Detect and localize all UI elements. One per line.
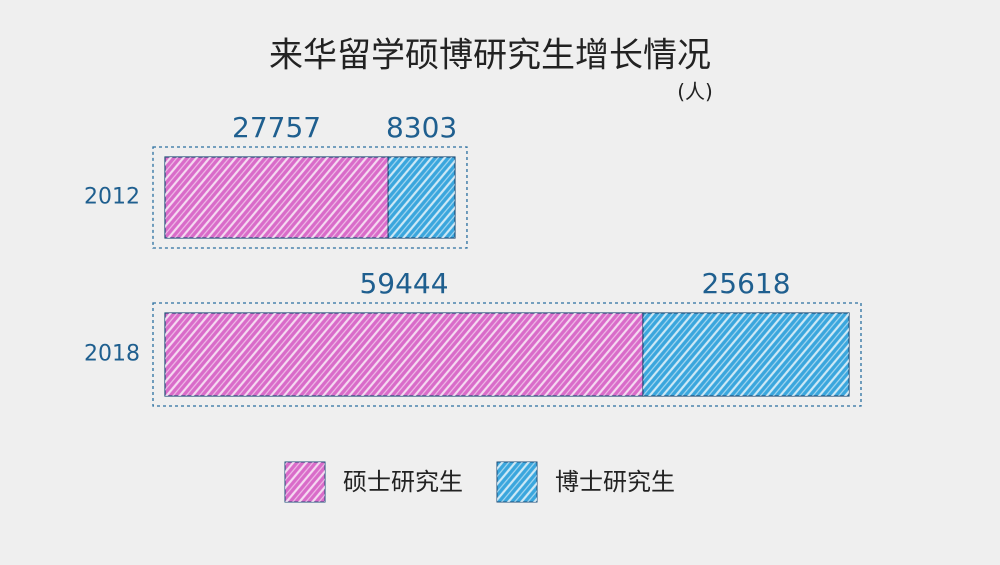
bar-hatch — [388, 157, 455, 238]
y-tick-label: 2012 — [84, 185, 140, 210]
legend-label: 硕士研究生 — [343, 468, 463, 496]
bar-hatch — [643, 313, 849, 396]
bar-frame — [152, 146, 468, 249]
value-label: 59444 — [359, 267, 448, 300]
value-label: 27757 — [232, 111, 321, 144]
legend-hatch — [497, 462, 537, 502]
value-label: 25618 — [701, 267, 790, 300]
legend-hatch — [285, 462, 325, 502]
bar-hatch — [165, 313, 644, 396]
bar-frame — [152, 302, 862, 407]
bar-hatch — [165, 157, 389, 238]
value-label: 8303 — [386, 111, 457, 144]
chart-title: 来华留学硕博研究生增长情况 — [269, 36, 711, 76]
unit-label: (人) — [677, 80, 713, 104]
y-tick-label: 2018 — [84, 342, 140, 367]
legend-label: 博士研究生 — [555, 468, 675, 496]
